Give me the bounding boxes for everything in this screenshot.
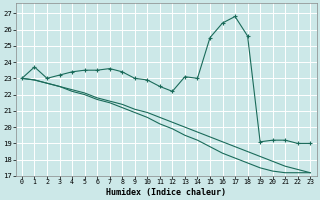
X-axis label: Humidex (Indice chaleur): Humidex (Indice chaleur): [106, 188, 226, 197]
